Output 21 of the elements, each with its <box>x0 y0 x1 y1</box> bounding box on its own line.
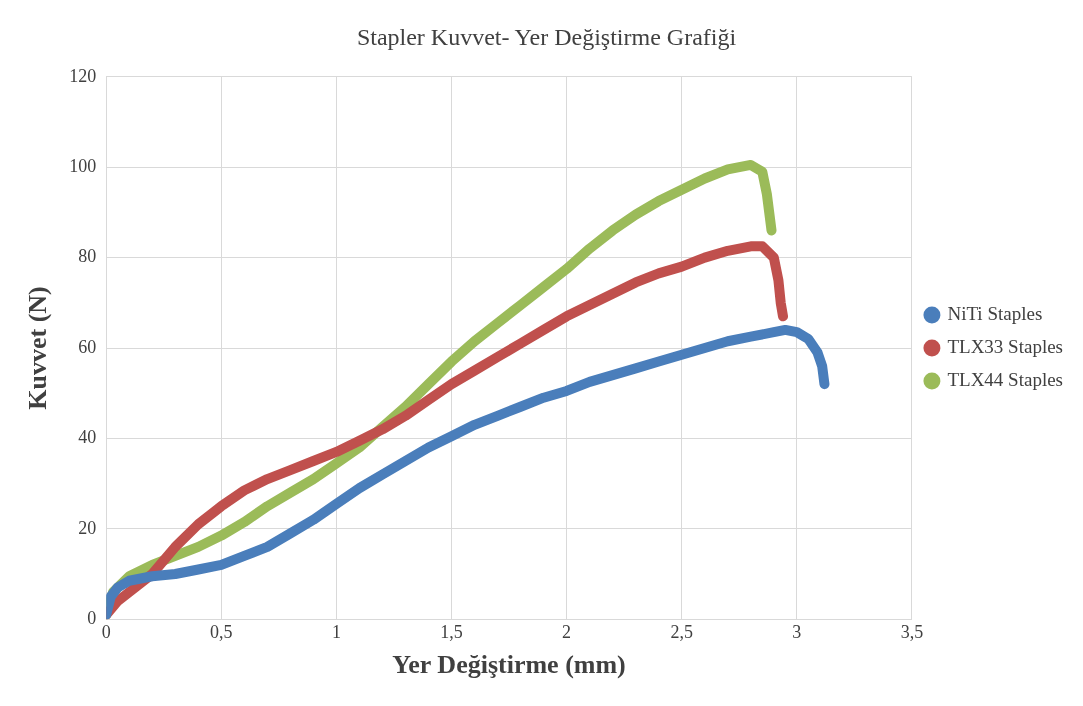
x-tick-label: 0,5 <box>210 621 233 642</box>
legend-label: TLX33 Staples <box>947 335 1064 357</box>
x-tick-label: 1,5 <box>440 621 463 642</box>
x-tick-label: 1 <box>331 621 341 642</box>
y-tick-label: 100 <box>69 155 97 176</box>
y-tick-label: 80 <box>78 246 97 267</box>
x-tick-label: 3 <box>792 621 802 642</box>
y-tick-label: 40 <box>78 427 97 448</box>
legend-label: NiTi Staples <box>947 302 1043 324</box>
x-axis-title: Yer Değiştirme (mm) <box>392 650 626 680</box>
x-tick-label: 3,5 <box>900 621 924 642</box>
y-tick-label: 20 <box>78 517 97 538</box>
chart-title: Stapler Kuvvet- Yer Değiştirme Grafiği <box>356 23 737 50</box>
legend-label: TLX44 Staples <box>947 368 1064 390</box>
y-tick-label: 0 <box>87 607 97 628</box>
x-tick-label: 2 <box>562 621 572 642</box>
x-tick-label: 2,5 <box>670 621 693 642</box>
y-axis-title: Kuvvet (N) <box>23 286 53 410</box>
y-tick-label: 60 <box>78 336 97 357</box>
y-tick-label: 120 <box>69 65 97 86</box>
x-tick-label: 0 <box>101 621 111 642</box>
